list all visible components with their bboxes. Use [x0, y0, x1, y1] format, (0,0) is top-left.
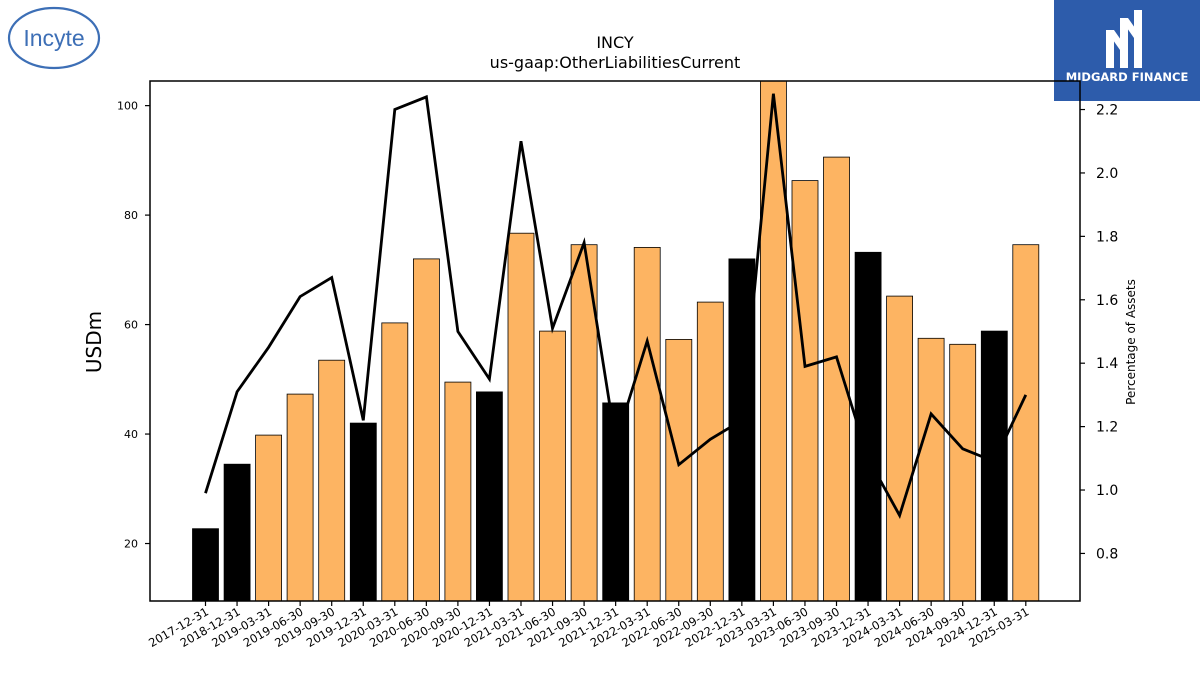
incyte-logo: Incyte [7, 6, 101, 70]
percentage-line [204, 93, 1028, 519]
midgard-m-icon: MIDGARD FINANCE [1066, 10, 1189, 84]
y-tick-label: 100 [117, 100, 138, 113]
bar-2021-03-31 [507, 232, 535, 602]
y2-tick-label: 2.0 [1096, 166, 1118, 182]
y2-tick-label: 1.4 [1096, 356, 1118, 372]
y2-axis-label: Percentage of Assets [1124, 279, 1138, 405]
bar-2023-03-31 [760, 80, 787, 602]
bar-2021-12-31 [602, 402, 630, 602]
y-tick-label: 40 [124, 428, 138, 441]
bar-2022-09-30 [696, 301, 724, 602]
y2-tick-label: 1.6 [1096, 293, 1118, 309]
bar-2020-12-31 [475, 391, 503, 602]
bar-2024-06-30 [917, 337, 945, 602]
y2-tick-label: 1.8 [1096, 229, 1118, 245]
y2-tick-label: 0.8 [1096, 546, 1118, 562]
bar-2020-06-30 [412, 258, 440, 602]
bar-2019-06-30 [286, 393, 314, 602]
bar-2018-12-31 [223, 463, 251, 602]
y-axis-label: USDm [82, 311, 106, 373]
bar-2023-06-30 [791, 180, 819, 602]
midgard-finance-logo: MIDGARD FINANCE [1054, 0, 1200, 101]
midgard-logo-text: MIDGARD FINANCE [1066, 70, 1189, 84]
y2-tick-label: 1.2 [1096, 420, 1118, 436]
bar-2023-09-30 [823, 156, 850, 602]
chart-subtitle: us-gaap:OtherLiabilitiesCurrent [489, 53, 741, 72]
bar-2024-03-31 [886, 295, 913, 602]
bar-2017-12-31 [192, 528, 219, 602]
bar-2021-06-30 [539, 330, 566, 602]
bar-2024-12-31 [980, 330, 1008, 602]
bar-2020-03-31 [381, 322, 409, 602]
y2-tick-label: 2.2 [1096, 103, 1118, 119]
bar-2019-12-31 [349, 422, 377, 602]
bar-2025-03-31 [1012, 244, 1040, 602]
bar-2024-09-30 [949, 343, 977, 602]
bar-2019-03-31 [255, 434, 283, 602]
y-tick-label: 20 [124, 538, 138, 551]
chart-title: INCY [596, 33, 634, 52]
plot-frame [149, 80, 1081, 602]
bar-2022-06-30 [665, 338, 693, 602]
y-tick-label: 60 [124, 319, 138, 332]
incyte-logo-text: Incyte [23, 25, 84, 51]
y2-tick-label: 1.0 [1096, 483, 1118, 499]
bar-2022-12-31 [728, 258, 756, 602]
y-tick-label: 80 [124, 209, 138, 222]
bar-2022-03-31 [633, 246, 661, 602]
bar-2019-09-30 [318, 359, 346, 602]
bar-2020-09-30 [444, 381, 472, 602]
